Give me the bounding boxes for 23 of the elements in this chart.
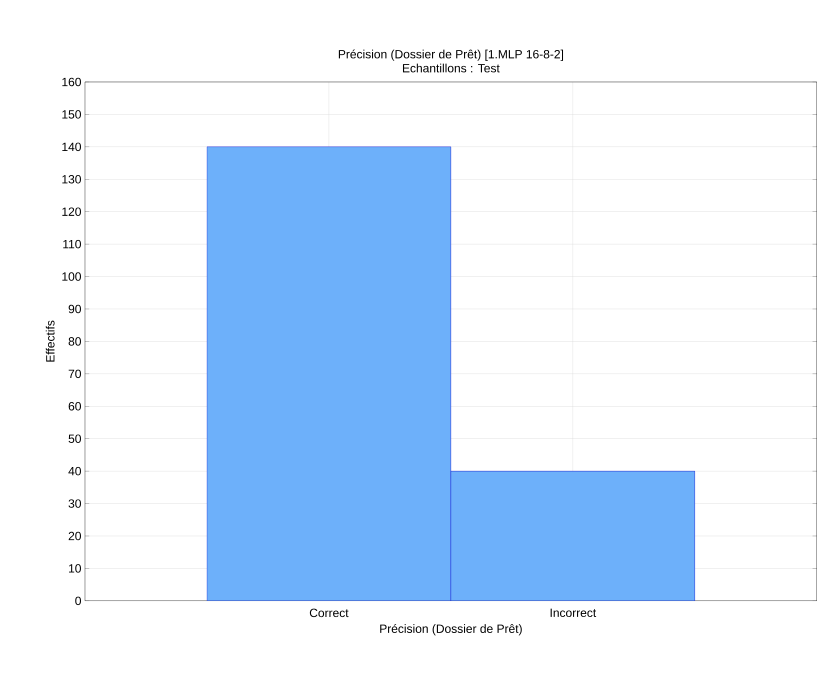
y-tick-label: 90 [68,304,81,314]
y-tick-label: 80 [68,337,81,346]
y-tick-label: 160 [62,78,81,86]
y-tick-label: 20 [68,532,81,540]
y-tick-label: 110 [63,240,81,248]
y-tick-label: 100 [62,272,81,281]
y-tick-label: 150 [62,110,81,119]
y-tick-label: 120 [62,208,81,216]
y-tick-label: 40 [68,466,81,476]
chart-title: Précision (Dossier de Prêt) [1.MLP 16-8-2] [338,50,564,61]
y-tick-label: 0 [75,596,81,606]
y-tick-label: 10 [69,564,81,573]
y-tick-label: 50 [68,434,81,444]
y-tick-label: 140 [62,142,81,152]
chart-subtitle: Echantillons : Test [402,64,500,73]
x-tick-label: Incorrect [550,608,596,618]
x-axis-title: Précision (Dossier de Prêt) [380,624,522,636]
y-tick-label: 130 [62,175,81,184]
y-tick-label: 70 [68,370,81,378]
y-tick-label: 60 [68,402,81,411]
x-tick-label: Correct [310,608,348,618]
y-tick-label: 30 [68,499,81,508]
y-axis-title: Effectifs [46,320,55,362]
